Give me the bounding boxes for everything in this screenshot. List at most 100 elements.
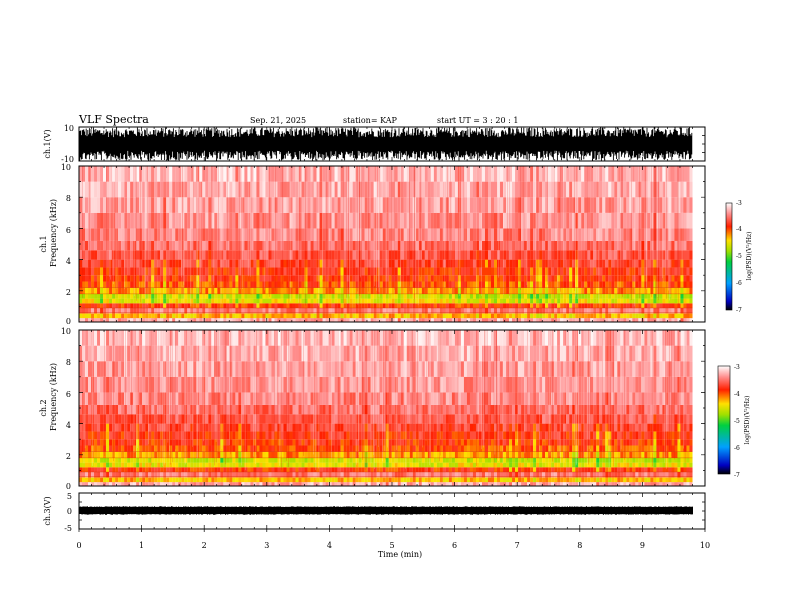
ch1-spec-cell	[524, 294, 527, 299]
ch1-spec-cell	[473, 318, 476, 322]
ch1-spec-cell	[422, 241, 425, 250]
ch1-spec-cell	[127, 260, 130, 268]
ch2-spec-cell	[100, 477, 103, 482]
ch1-spec-cell	[305, 288, 308, 294]
ch1-spec-cell	[265, 303, 268, 308]
ch1-spec-cell	[515, 288, 518, 294]
ch1-spec-cell	[371, 241, 374, 250]
ch2-spec-cell	[154, 346, 157, 362]
ch2-spec-cell	[103, 477, 106, 482]
ch1-spec-cell	[308, 303, 311, 308]
ch1-spec-cell	[85, 294, 88, 299]
ch1-spec-cell	[380, 313, 383, 318]
ch1-spec-cell	[208, 197, 211, 213]
ch1-spec-cell	[109, 313, 112, 318]
ch1-spec-cell	[554, 228, 557, 241]
ch2-spec-cell	[223, 431, 226, 439]
ch1-spec-cell	[85, 250, 88, 259]
ch1-spec-cell	[458, 318, 461, 322]
ch1-spec-cell	[482, 182, 485, 198]
ch1-spec-cell	[503, 166, 506, 182]
ch1-spec-cell	[473, 166, 476, 182]
ch2-spec-cell	[118, 405, 121, 414]
ch2-spec-cell	[238, 361, 241, 377]
ch1-spec-cell	[593, 166, 596, 182]
station-label: station= KAP	[343, 116, 398, 125]
ch1-spec-cell	[253, 275, 256, 281]
ch1-spec-cell	[308, 260, 311, 268]
ch1-spec-cell	[244, 288, 247, 294]
ch1-spec-cell	[566, 267, 569, 275]
ch1-spec-cell	[94, 260, 97, 268]
ch2-spec-cell	[220, 467, 223, 472]
ch1-spec-cell	[530, 241, 533, 250]
ch2-spec-cell	[184, 452, 187, 458]
ch1-spec-cell	[650, 166, 653, 182]
ch1-spec-cell	[605, 299, 608, 304]
ch2-spec-cell	[229, 414, 232, 423]
ch1-spec-cell	[163, 294, 166, 299]
ch1-spec-cell	[671, 318, 674, 322]
ch1-spec-cell	[563, 182, 566, 198]
ch1-spec-cell	[431, 182, 434, 198]
ch1-spec-cell	[314, 260, 317, 268]
ch2-spec-cell	[196, 361, 199, 377]
ch1-spec-cell	[335, 228, 338, 241]
ch2-spec-cell	[136, 452, 139, 458]
ch1-spec-cell	[437, 197, 440, 213]
ch1-spec-cell	[407, 288, 410, 294]
ch1-spec-cell	[539, 318, 542, 322]
ch1-spec-cell	[196, 275, 199, 281]
ch1-spec-cell	[211, 303, 214, 308]
ch1-spec-cell	[470, 166, 473, 182]
ch1-spec-cell	[659, 294, 662, 299]
ch2-spec-cell	[187, 361, 190, 377]
ch1-spec-cell	[647, 288, 650, 294]
ch1-spec-cell	[659, 260, 662, 268]
ch1-spec-cell	[671, 288, 674, 294]
ch1-spec-cell	[497, 318, 500, 322]
ch1-spec-cell	[386, 213, 389, 229]
ch1-spec-cell	[172, 313, 175, 318]
ch1-spec-cell	[542, 197, 545, 213]
ch1-spec-cell	[118, 166, 121, 182]
ch2-spec-cell	[154, 445, 157, 451]
ch2-spec-cell	[229, 431, 232, 439]
ch1-spec-cell	[235, 288, 238, 294]
ch1-spec-cell	[425, 213, 428, 229]
ch2-spec-cell	[163, 431, 166, 439]
ch1-spec-cell	[404, 213, 407, 229]
ch1-spec-cell	[452, 313, 455, 318]
ch1-spec-cell	[626, 213, 629, 229]
ch1-spec-cell	[566, 182, 569, 198]
ch2-spec-cell	[199, 346, 202, 362]
ch1-spec-cell	[368, 318, 371, 322]
ch1-spec-cell	[683, 275, 686, 281]
ch2-spec-cell	[205, 477, 208, 482]
ch1-spec-cell	[371, 318, 374, 322]
ch2-spec-cell	[118, 377, 121, 393]
ch1-spec-cell	[208, 166, 211, 182]
ch1-spec-cell	[416, 294, 419, 299]
ch1-spec-cell	[590, 228, 593, 241]
ch1-spec-cell	[353, 213, 356, 229]
ch1-spec-cell	[172, 260, 175, 268]
ch1-spec-cell	[365, 241, 368, 250]
ch2-spec-cell	[259, 463, 262, 468]
ch2-spec-cell	[217, 377, 220, 393]
ch1-spec-cell	[299, 318, 302, 322]
ch1-spec-cell	[506, 318, 509, 322]
ch1-spec-cell	[527, 228, 530, 241]
ch2-spec-cell	[151, 445, 154, 451]
ch1-spec-cell	[686, 241, 689, 250]
ch1-spec-cell	[395, 182, 398, 198]
ch1-spec-cell	[575, 228, 578, 241]
ch1-spec-cell	[142, 250, 145, 259]
ch1-spec-cell	[196, 250, 199, 259]
ch1-spec-cell	[614, 197, 617, 213]
ch1-spec-cell	[317, 166, 320, 182]
ch1-spec-cell	[443, 294, 446, 299]
ch1-spec-cell	[401, 288, 404, 294]
ch1-spec-cell	[265, 228, 268, 241]
ch2-spec-cell	[259, 361, 262, 377]
